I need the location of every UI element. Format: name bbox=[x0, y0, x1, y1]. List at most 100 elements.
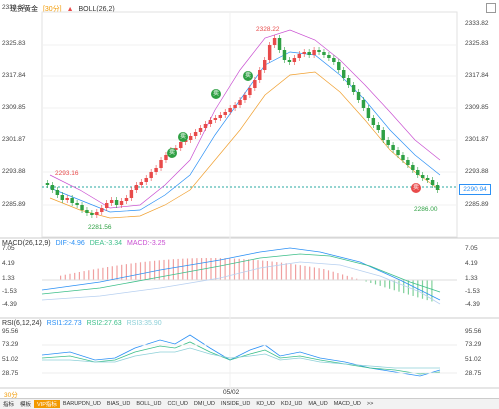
macd-histogram-bar bbox=[276, 262, 277, 280]
rsi-axis-label: 51.02 bbox=[2, 356, 18, 363]
macd-histogram-bar bbox=[79, 272, 80, 280]
rsi-title[interactable]: RSI(6,12,24) bbox=[2, 320, 42, 327]
tab-cci[interactable]: CCI_UD bbox=[164, 401, 190, 407]
price-axis-label-left: 2293.88 bbox=[2, 168, 26, 175]
candle-body bbox=[421, 175, 424, 178]
macd-histogram-bar bbox=[262, 261, 263, 280]
price-axis-label: 2333.82 bbox=[465, 20, 489, 27]
macd-header: MACD(26,12,9) DIF:-4.96 DEA:-3.34 MACD:-… bbox=[2, 240, 169, 247]
macd-histogram-bar bbox=[389, 280, 390, 289]
rsi2-value: RSI2:27.63 bbox=[87, 320, 122, 327]
macd-histogram-bar bbox=[107, 267, 108, 280]
tab-kd[interactable]: KD_UD bbox=[253, 401, 278, 407]
macd-histogram-bar bbox=[304, 266, 305, 280]
macd-histogram-bar bbox=[427, 280, 428, 300]
buy-marker[interactable]: 卖 bbox=[243, 71, 253, 81]
candle-body bbox=[61, 195, 64, 200]
price-axis-label-left: 2317.84 bbox=[2, 72, 26, 79]
tab-templates[interactable]: 模板 bbox=[17, 400, 34, 408]
candle-body bbox=[80, 205, 83, 210]
macd-histogram-bar bbox=[342, 274, 343, 280]
candle-body bbox=[253, 80, 256, 88]
macd-axis-label: -1.53 bbox=[465, 288, 480, 295]
candle-body bbox=[396, 150, 399, 155]
buy-marker[interactable]: 卖 bbox=[178, 132, 188, 142]
candle-body bbox=[243, 95, 246, 100]
tab-more[interactable]: >> bbox=[364, 401, 376, 407]
tab-vip-indicators[interactable]: VIP指标 bbox=[34, 400, 60, 408]
candle-body bbox=[357, 92, 360, 100]
macd-histogram-bar bbox=[422, 280, 423, 299]
candle-body bbox=[233, 105, 236, 108]
macd-histogram-bar bbox=[74, 273, 75, 280]
macd-histogram-bar bbox=[375, 280, 376, 284]
candle-body bbox=[85, 210, 88, 213]
candle-body bbox=[130, 190, 133, 198]
candle-body bbox=[362, 100, 365, 108]
candle-body bbox=[228, 108, 231, 112]
macd-histogram-bar bbox=[272, 262, 273, 280]
tab-bias[interactable]: BIAS_UD bbox=[104, 401, 134, 407]
candle-body bbox=[110, 200, 113, 203]
price-axis-label: 2309.85 bbox=[465, 104, 489, 111]
rsi3-value: RSI3:35.90 bbox=[127, 320, 162, 327]
candle-body bbox=[209, 120, 212, 124]
candle-body bbox=[377, 125, 380, 130]
candle-body bbox=[302, 52, 305, 54]
macd-histogram-bar bbox=[347, 276, 348, 280]
tab-kdj[interactable]: KDJ_UD bbox=[278, 401, 305, 407]
candle-body bbox=[140, 182, 143, 185]
high-price-tag: 2328.22 bbox=[256, 26, 280, 33]
time-axis-label: 05/02 bbox=[223, 389, 239, 396]
price-axis-label: 2317.84 bbox=[465, 72, 489, 79]
tab-inside[interactable]: INSIDE_UD bbox=[218, 401, 253, 407]
candle-body bbox=[431, 180, 434, 185]
macd-histogram-bar bbox=[112, 266, 113, 280]
macd-histogram-bar bbox=[60, 276, 61, 280]
tab-boll[interactable]: BOLL_UD bbox=[133, 401, 164, 407]
macd-histogram-bar bbox=[131, 264, 132, 280]
macd-histogram-bar bbox=[182, 259, 183, 280]
candle-body bbox=[179, 142, 182, 148]
macd-histogram-bar bbox=[149, 261, 150, 280]
tab-dmi[interactable]: DMI_UD bbox=[191, 401, 218, 407]
candle-body bbox=[391, 145, 394, 150]
buy-marker[interactable]: 卖 bbox=[211, 89, 221, 99]
price-axis-label-left: 2309.85 bbox=[2, 104, 26, 111]
rsi-header: RSI(6,12,24) RSI1:22.73 RSI2:27.63 RSI3:… bbox=[2, 320, 165, 327]
candle-body bbox=[159, 160, 162, 168]
candle-body bbox=[401, 155, 404, 160]
macd-histogram-bar bbox=[234, 259, 235, 280]
indicator-tab-bar: 指标 模板 VIP指标 BARUPDN_UD BIAS_UD BOLL_UD C… bbox=[0, 398, 499, 409]
macd-histogram-bar bbox=[267, 261, 268, 280]
low-price-tag-2: 2286.00 bbox=[414, 206, 438, 213]
candle-body bbox=[298, 54, 301, 58]
macd-histogram-bar bbox=[206, 258, 207, 280]
macd-axis-label: -1.53 bbox=[2, 288, 17, 295]
tab-indicators[interactable]: 指标 bbox=[0, 400, 17, 408]
tab-barupdn[interactable]: BARUPDN_UD bbox=[60, 401, 104, 407]
macd-histogram-bar bbox=[135, 263, 136, 280]
candle-body bbox=[317, 50, 320, 52]
macd-histogram-bar bbox=[154, 261, 155, 280]
macd-histogram-bar bbox=[384, 280, 385, 287]
tab-ma[interactable]: MA_UD bbox=[305, 401, 330, 407]
candle-body bbox=[51, 185, 54, 190]
low-price-tag: 2281.56 bbox=[88, 224, 112, 231]
macd-histogram-bar bbox=[126, 264, 127, 280]
macd-axis-label: 1.33 bbox=[2, 275, 15, 282]
tab-macd[interactable]: MACD_UD bbox=[331, 401, 364, 407]
macd-histogram-bar bbox=[300, 265, 301, 280]
macd-axis-label: 7.05 bbox=[2, 245, 15, 252]
candle-body bbox=[307, 52, 310, 55]
macd-histogram-bar bbox=[309, 267, 310, 280]
rsi-axis-label: 28.75 bbox=[2, 370, 18, 377]
sell-marker[interactable]: 卖 bbox=[411, 183, 421, 193]
macd-histogram-bar bbox=[290, 264, 291, 280]
buy-marker[interactable]: 卖 bbox=[167, 148, 177, 158]
macd-histogram-bar bbox=[295, 265, 296, 280]
macd-axis-label: 4.19 bbox=[2, 260, 15, 267]
macd-axis-label: -4.39 bbox=[2, 301, 17, 308]
macd-histogram-bar bbox=[168, 260, 169, 280]
